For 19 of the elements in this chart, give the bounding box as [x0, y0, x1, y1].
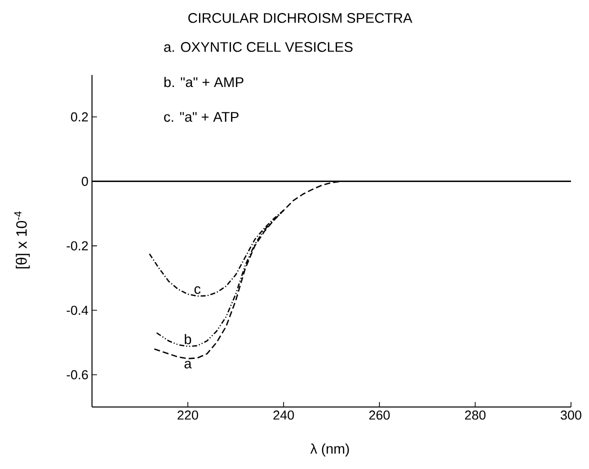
- y-tick-label: -0.6: [66, 370, 88, 380]
- x-tick-label: 260: [369, 410, 390, 420]
- x-tick-label: 220: [178, 410, 198, 420]
- y-tick-label: 0: [82, 176, 88, 186]
- series-label: b: [184, 334, 192, 344]
- annotation: b. "a" + AMP: [164, 76, 244, 88]
- x-tick-label: 240: [273, 410, 294, 420]
- series-label: c: [194, 286, 201, 294]
- y-tick-label: -0.2: [66, 241, 88, 250]
- y-axis-title: [θ] x 10$^{-4}$: [14, 211, 30, 268]
- x-tick-label: 300: [560, 410, 582, 420]
- x-axis-title: λ (nm): [310, 443, 349, 456]
- chart-title: CIRCULAR DICHROISM SPECTRA: [188, 13, 412, 23]
- x-tick-label: 280: [465, 410, 486, 420]
- y-tick-label: 0.2: [70, 112, 88, 122]
- y-tick-label: -0.4: [66, 306, 88, 315]
- series-label: a: [184, 360, 192, 368]
- annotation: c. "a" + ATP: [164, 112, 238, 122]
- text: a. OXYNTIC CELL VESICLES: [164, 42, 353, 52]
